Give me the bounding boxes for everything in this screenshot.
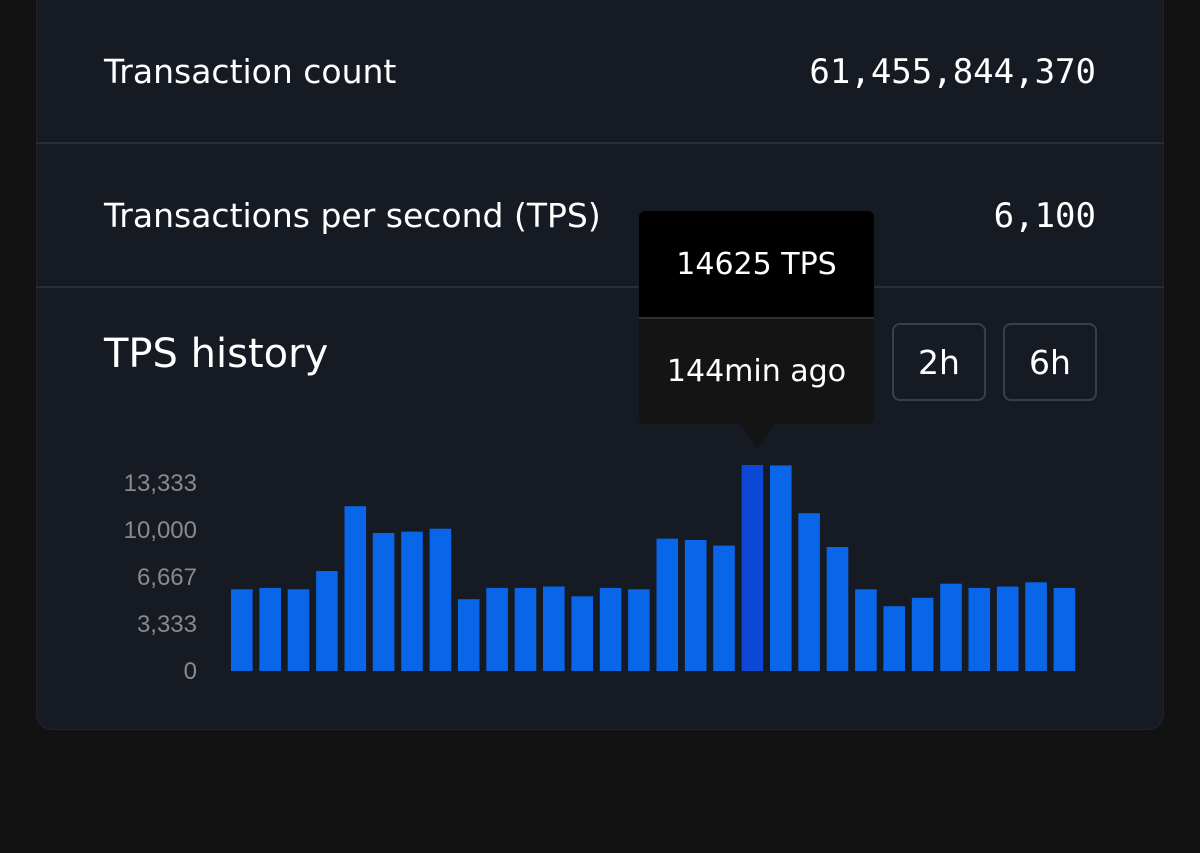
tooltip-time: 144min ago [639, 319, 874, 424]
chart-bar[interactable] [429, 528, 452, 671]
chart-bar[interactable] [996, 586, 1019, 672]
y-tick-label: 13,333 [124, 470, 197, 497]
y-tick-label: 6,667 [137, 564, 197, 591]
divider [36, 142, 1164, 144]
chart-bar[interactable] [798, 513, 820, 671]
chart-bar[interactable] [543, 586, 565, 672]
chart-bar[interactable] [514, 587, 537, 671]
divider [36, 286, 1164, 288]
chart-bar[interactable] [656, 538, 679, 671]
tooltip-divider [639, 317, 874, 319]
chart-tooltip: 14625 TPS 144min ago [639, 211, 874, 448]
tps-value: 6,100 [993, 196, 1096, 236]
y-tick-label: 0 [184, 658, 197, 685]
chart-bar[interactable] [628, 589, 650, 671]
chart-bar[interactable] [940, 583, 962, 671]
chart-bar[interactable] [599, 587, 622, 671]
chart-bar[interactable] [770, 465, 792, 671]
chart-bar[interactable] [316, 571, 338, 671]
y-tick-label: 3,333 [137, 611, 197, 638]
chart-bar[interactable] [401, 531, 423, 671]
tooltip-tps-value: 14625 TPS [639, 211, 874, 317]
chart-bar[interactable] [344, 506, 367, 671]
chart-bar[interactable] [855, 589, 877, 671]
tps-history-title: TPS history [104, 331, 329, 377]
chart-bar[interactable] [287, 589, 310, 671]
y-tick-label: 10,000 [124, 517, 197, 544]
transaction-count-value: 61,455,844,370 [809, 52, 1096, 92]
chart-bar[interactable] [231, 589, 253, 671]
chart-bar[interactable] [713, 545, 735, 671]
chart-bar[interactable] [911, 597, 934, 671]
chart-bar[interactable] [1053, 587, 1076, 671]
range-6h-button[interactable]: 6h [1003, 323, 1097, 401]
transaction-count-label: Transaction count [104, 52, 397, 91]
chart-bar-active[interactable] [741, 465, 764, 671]
chart-bar[interactable] [684, 540, 707, 671]
tooltip-arrow [739, 424, 775, 448]
chart-bar[interactable] [571, 596, 593, 671]
range-2h-button[interactable]: 2h [892, 323, 986, 401]
chart-bar[interactable] [457, 599, 480, 671]
chart-bar[interactable] [826, 547, 849, 671]
chart-bar[interactable] [883, 606, 905, 671]
chart-bar[interactable] [486, 587, 508, 671]
tps-label: Transactions per second (TPS) [104, 196, 601, 235]
chart-bar[interactable] [372, 533, 395, 671]
chart-bar[interactable] [259, 587, 281, 671]
chart-bar[interactable] [1025, 582, 1047, 671]
chart-bar[interactable] [968, 587, 991, 671]
